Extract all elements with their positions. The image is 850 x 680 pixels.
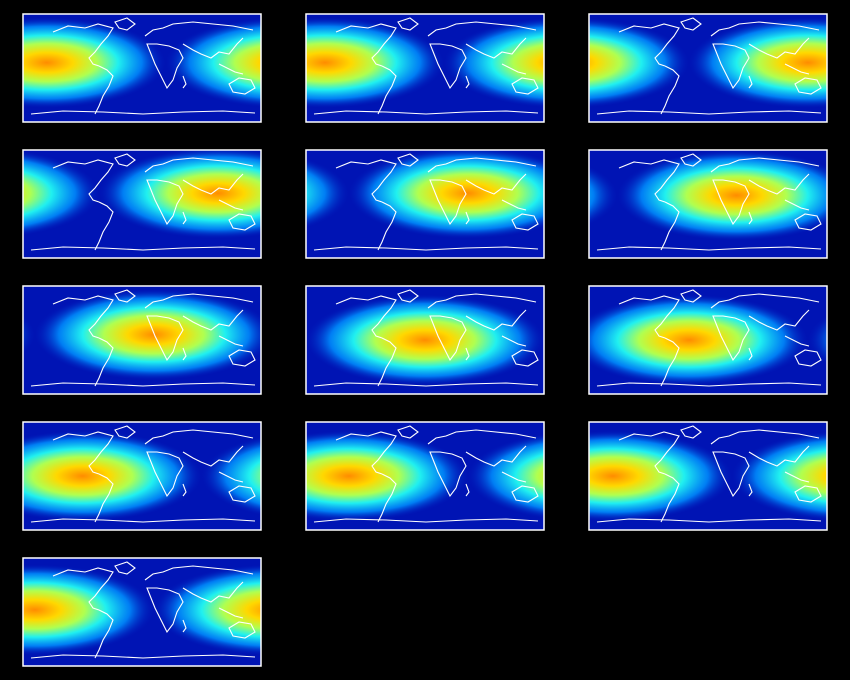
- map-panel: [588, 149, 828, 259]
- heatmap: [306, 14, 544, 122]
- heat-blob: [306, 158, 349, 229]
- panel-border: [22, 285, 262, 395]
- heat-blob: [99, 150, 261, 239]
- heatmap: [23, 558, 261, 666]
- panel-border: [22, 421, 262, 531]
- heat-blob: [34, 289, 261, 380]
- map-panel: [305, 149, 545, 259]
- heat-blob: [589, 430, 732, 522]
- heatmap: [306, 286, 544, 394]
- heatmap: [23, 286, 261, 394]
- map-panel: [22, 285, 262, 395]
- panel-border: [22, 13, 262, 123]
- heat-blob: [617, 150, 827, 241]
- panel-border: [588, 421, 828, 531]
- heat-blob: [23, 430, 202, 522]
- heatmap: [589, 286, 827, 394]
- heat-blob: [23, 564, 154, 656]
- heat-blob: [589, 17, 689, 108]
- map-panel: [22, 557, 262, 667]
- heatmap: [589, 150, 827, 258]
- heat-blob: [348, 150, 544, 239]
- map-panel: [588, 13, 828, 123]
- heat-blob: [23, 150, 100, 236]
- heatmap: [306, 150, 544, 258]
- panel-border: [305, 421, 545, 531]
- map-panel: [305, 285, 545, 395]
- map-panel: [588, 421, 828, 531]
- heat-blob: [589, 165, 618, 225]
- heat-blob: [201, 436, 261, 516]
- heatmap: [23, 150, 261, 258]
- panel-border: [588, 149, 828, 259]
- map-panel: [22, 13, 262, 123]
- panel-border: [22, 557, 262, 667]
- heat-blob: [153, 564, 261, 655]
- panel-border: [305, 149, 545, 259]
- panel-border: [588, 13, 828, 123]
- panel-border: [305, 285, 545, 395]
- map-panel: [305, 13, 545, 123]
- heat-blob: [467, 433, 544, 519]
- heat-blob: [807, 315, 827, 365]
- heat-blob: [306, 294, 544, 386]
- heat-blob: [306, 430, 468, 522]
- heat-blob: [23, 17, 166, 108]
- heatmap: [589, 14, 827, 122]
- heatmap: [23, 422, 261, 530]
- map-panel: [305, 421, 545, 531]
- heat-blob: [688, 17, 827, 108]
- heat-blob: [165, 18, 261, 108]
- panel-border: [588, 285, 828, 395]
- heatmap: [23, 14, 261, 122]
- map-panel: [22, 149, 262, 259]
- map-panel: [22, 421, 262, 531]
- heatmap: [306, 422, 544, 530]
- heatmap: [589, 422, 827, 530]
- heat-blob: [731, 431, 827, 521]
- panel-border: [305, 13, 545, 123]
- heat-blob: [23, 314, 35, 355]
- heat-blob: [444, 17, 544, 108]
- heat-blob: [589, 294, 808, 386]
- panel-border: [22, 149, 262, 259]
- map-panel: [588, 285, 828, 395]
